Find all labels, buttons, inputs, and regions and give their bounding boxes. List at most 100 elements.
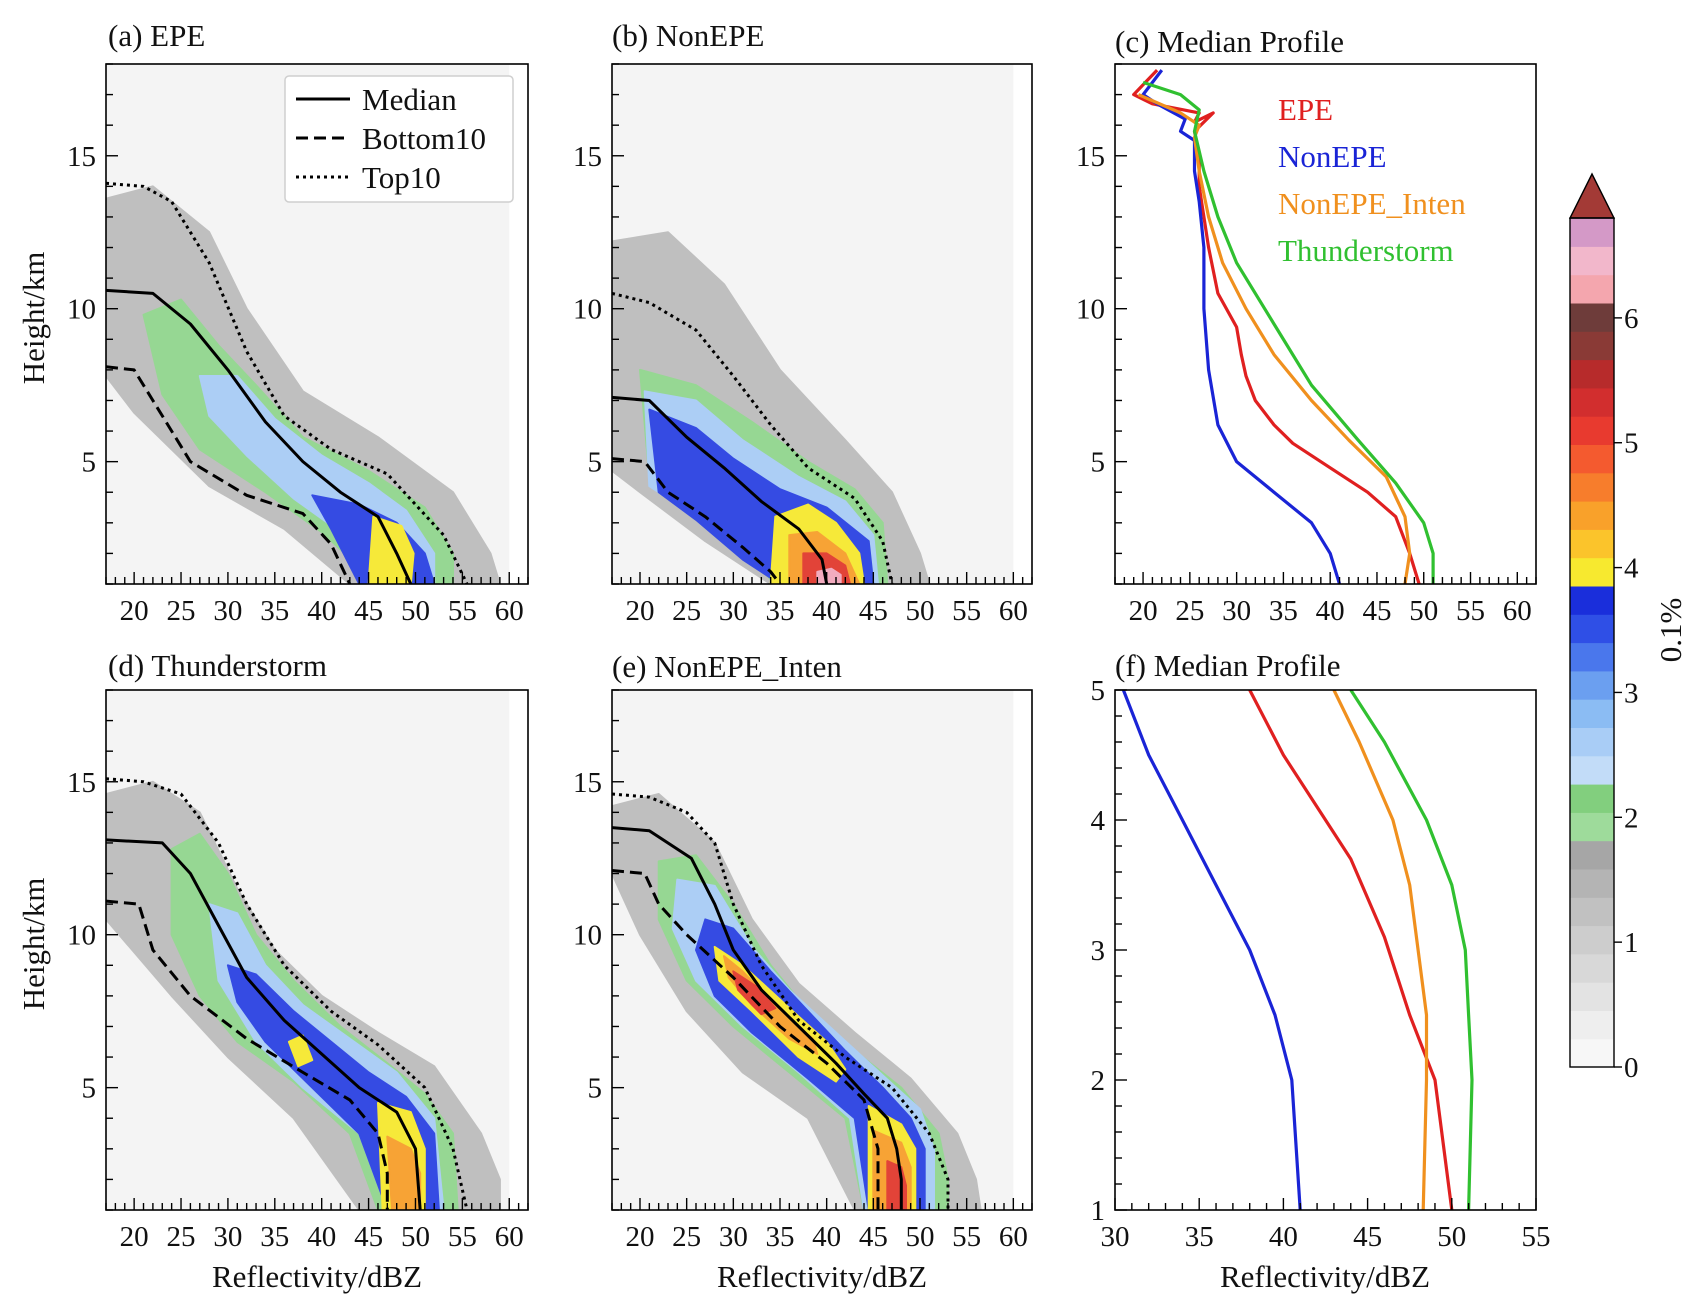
- colorbar: 0 1 2 3 4 5 6: [1568, 172, 1639, 1084]
- colorbar-band: [1570, 387, 1614, 417]
- panel-b-ytick-label: 15: [573, 141, 602, 173]
- panel-e-ytick-label: 5: [588, 1073, 603, 1105]
- colorbar-band: [1570, 557, 1614, 587]
- panel-a-xtick-label: 60: [495, 595, 524, 627]
- panel-a-xtick-label: 50: [401, 595, 430, 627]
- panel-d-ytick-label: 10: [67, 920, 96, 952]
- panel-e-xlabel: Reflectivity/dBZ: [717, 1259, 927, 1294]
- panel-f-xtick-label: 35: [1185, 1221, 1214, 1253]
- panel-d-frame: [105, 689, 529, 1211]
- panel-f-line-thunderstorm: [1349, 690, 1474, 1210]
- panel-c-legend: EPE NonEPE NonEPE_Inten Thunderstorm: [1278, 92, 1466, 268]
- panel-b-title: (b) NonEPE: [612, 18, 764, 53]
- colorbar-band: [1570, 784, 1614, 813]
- panel-e-title: (e) NonEPE_Inten: [612, 649, 842, 684]
- panel-e-xtick-label: 20: [626, 1221, 655, 1253]
- panel-d-ytick-label: 15: [67, 767, 96, 799]
- panel-a-title: (a) EPE: [108, 18, 205, 53]
- colorbar-frame: [1569, 217, 1615, 1068]
- colorbar-band: [1570, 274, 1614, 304]
- panel-a-legend-box: [284, 75, 514, 203]
- colorbar-band: [1570, 727, 1614, 757]
- panel-c-xtick-label: 20: [1129, 595, 1158, 627]
- panel-b-xtick-label: 50: [906, 595, 935, 627]
- colorbar-tick-label: 6: [1624, 303, 1639, 335]
- panel-a-density-gray-0: [106, 185, 501, 584]
- panel-e-xtick-label: 50: [906, 1221, 935, 1253]
- panel-c-title: (c) Median Profile: [1115, 24, 1344, 59]
- colorbar-band: [1570, 642, 1614, 672]
- panel-c-xtick-label: 25: [1175, 595, 1204, 627]
- panel-c-frame: [1114, 63, 1537, 585]
- panel-f-frame: [1114, 689, 1537, 1211]
- colorbar-tick-label: 5: [1624, 428, 1639, 460]
- colorbar-band: [1570, 614, 1614, 644]
- legend-nonepe-inten-label: NonEPE_Inten: [1278, 186, 1466, 221]
- panel-a-ytick-label: 5: [82, 447, 97, 479]
- panel-a-ytick-label: 10: [67, 294, 96, 326]
- panel-b-xtick-label: 35: [766, 595, 795, 627]
- panel-c-xtick-label: 55: [1456, 595, 1485, 627]
- panel-d-xtick-label: 20: [120, 1221, 149, 1253]
- panel-d-xlabel: Reflectivity/dBZ: [212, 1259, 422, 1294]
- panel-a-xtick-label: 55: [448, 595, 477, 627]
- panel-c-line-nonepe: [1141, 69, 1342, 584]
- legend-bottom10-label: Bottom10: [362, 121, 486, 156]
- panel-a-xtick-label: 20: [120, 595, 149, 627]
- panel-c-xtick-label: 35: [1269, 595, 1298, 627]
- panel-c-xtick-label: 30: [1222, 595, 1251, 627]
- panel-a-legend: Median Bottom10 Top10: [284, 75, 514, 203]
- colorbar-band: [1570, 868, 1614, 898]
- panel-f-ytick-label: 5: [1091, 675, 1106, 707]
- panel-b-line-dashed: [612, 457, 782, 584]
- panel-e-axes: 20 25 30 35 40 45 50 55 60 5 10 15: [573, 689, 1033, 1253]
- panel-d-xtick-label: 25: [167, 1221, 196, 1253]
- panel-b-xtick-label: 60: [999, 595, 1028, 627]
- panel-f-line-nonepe-inten: [1332, 690, 1429, 1210]
- panel-e-frame: [611, 689, 1033, 1211]
- panel-c-xtick-label: 60: [1503, 595, 1532, 627]
- panel-b-xtick-label: 20: [626, 595, 655, 627]
- panel-f-ytick-label: 3: [1091, 935, 1106, 967]
- panel-b-axes: 20 25 30 35 40 45 50 55 60 5 10 15: [573, 63, 1033, 627]
- panel-f-ytick-label: 4: [1091, 805, 1106, 837]
- colorbar-band: [1570, 331, 1614, 361]
- panel-e-density-red-6: [732, 970, 777, 1016]
- panel-b-xtick-label: 40: [812, 595, 841, 627]
- panel-d-xtick-label: 40: [307, 1221, 336, 1253]
- colorbar-band: [1570, 218, 1614, 247]
- panel-d-xtick-label: 35: [260, 1221, 289, 1253]
- panel-e-ytick-label: 15: [573, 767, 602, 799]
- panel-a-line-dashed: [106, 365, 352, 584]
- panel-e-xtick-label: 55: [952, 1221, 981, 1253]
- colorbar-band: [1570, 925, 1614, 955]
- panel-f-xlabel: Reflectivity/dBZ: [1220, 1259, 1430, 1294]
- panel-e-xtick-label: 45: [859, 1221, 888, 1253]
- colorbar-label: 0.1%: [1653, 598, 1688, 663]
- panel-c-xtick-label: 40: [1316, 595, 1345, 627]
- panel-c-line-thunderstorm: [1142, 80, 1435, 584]
- panel-c-line-nonepe-inten: [1137, 93, 1412, 584]
- colorbar-band: [1570, 416, 1614, 445]
- panel-e-xtick-label: 30: [719, 1221, 748, 1253]
- panel-a-xtick-label: 25: [167, 595, 196, 627]
- panel-a-xtick-label: 30: [213, 595, 242, 627]
- legend-top10-label: Top10: [362, 160, 441, 195]
- colorbar-tick-label: 1: [1624, 927, 1639, 959]
- panel-b-ytick-label: 10: [573, 294, 602, 326]
- colorbar-band: [1570, 246, 1614, 276]
- panel-c-xtick-label: 45: [1362, 595, 1391, 627]
- colorbar-band: [1570, 529, 1614, 559]
- colorbar-band: [1570, 897, 1614, 927]
- colorbar-band: [1570, 585, 1614, 615]
- panel-e-line-dotted: [612, 792, 950, 1210]
- colorbar-extend-triangle: [1568, 172, 1616, 219]
- colorbar-band: [1570, 302, 1614, 332]
- panel-a-xtick-label: 40: [307, 595, 336, 627]
- panel-d-title: (d) Thunderstorm: [108, 648, 327, 683]
- panel-e-xtick-label: 40: [812, 1221, 841, 1253]
- panel-a-xtick-label: 35: [260, 595, 289, 627]
- panel-d-ytick-label: 5: [82, 1073, 97, 1105]
- panel-a-line-dotted: [106, 181, 469, 584]
